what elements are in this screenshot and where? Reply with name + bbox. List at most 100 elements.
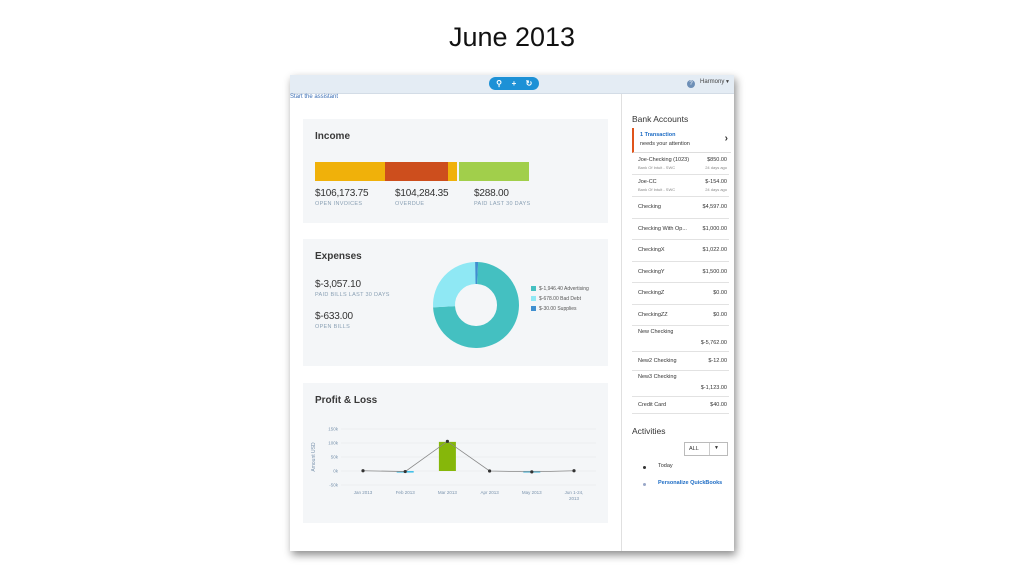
account-balance: $1,500.00 (702, 269, 727, 275)
bank-account-row[interactable]: Checking $4,597.00 (632, 196, 729, 219)
legend-bad-debt-label: $-678.00 Bad Debt (539, 296, 581, 302)
account-updated: 24 days ago (705, 187, 727, 192)
account-balance: $-12.00 (708, 358, 727, 364)
y-axis-label: Amount USD (311, 442, 317, 472)
account-name: Joe-Checking (1023) (638, 157, 690, 163)
pl-point[interactable] (445, 439, 449, 443)
donut-slice[interactable] (433, 262, 519, 348)
expenses-donut-chart[interactable] (431, 260, 521, 350)
account-name: New2 Checking (638, 358, 677, 364)
legend-swatch-supplies (531, 306, 536, 312)
action-pill: ⚲ + ↻ (489, 77, 539, 90)
attention-message: needs your attention (640, 141, 690, 147)
bank-account-row[interactable]: New Checking $-5,762.00 (632, 325, 729, 352)
income-bar-segment[interactable] (315, 162, 385, 181)
x-tick-label: May 2013 (522, 490, 542, 495)
paid-bills-amount[interactable]: $-3,057.10 (315, 279, 361, 290)
legend-swatch-bad-debt (531, 296, 536, 302)
chevron-right-icon[interactable]: › (724, 133, 728, 144)
account-balance: $4,597.00 (702, 204, 727, 210)
account-name: New3 Checking (638, 374, 677, 380)
right-panel: Bank Accounts 1 Transaction needs your a… (621, 94, 734, 551)
activity-today: Today (658, 463, 673, 469)
bank-account-row[interactable]: Checking With Op... $1,000.00 (632, 218, 729, 240)
pl-point[interactable] (572, 469, 576, 473)
profit-loss-card: Profit & Loss Amount USD 150k 100k 50k 0k -50… (303, 383, 608, 523)
account-balance: $-5,762.00 (700, 340, 727, 346)
account-balance: $0.00 (713, 312, 727, 318)
pl-point[interactable] (488, 469, 492, 473)
account-name: New Checking (638, 329, 674, 335)
search-icon[interactable]: ⚲ (496, 79, 502, 88)
income-bar-segment[interactable] (459, 162, 529, 181)
income-bar[interactable] (315, 162, 548, 181)
x-tick-label: Apr 2013 (480, 490, 499, 495)
history-icon[interactable]: ↻ (525, 79, 533, 88)
account-name: CheckingY (638, 269, 665, 275)
account-balance: $1,000.00 (702, 226, 727, 232)
legend-bad-debt[interactable]: $-678.00 Bad Debt (531, 296, 581, 302)
pl-point[interactable] (361, 469, 365, 473)
profit-loss-title: Profit & Loss (315, 395, 378, 406)
income-card: Income $106,173.75 OPEN INVOICES $104,28… (303, 119, 608, 223)
pl-bar[interactable] (438, 441, 456, 471)
income-title: Income (315, 131, 351, 142)
bank-account-row[interactable]: CheckingY $1,500.00 (632, 261, 729, 283)
user-menu[interactable]: Harmony (700, 79, 725, 85)
account-name: CheckingZZ (638, 312, 668, 318)
y-tick-label: -50k (329, 483, 339, 488)
pl-line (362, 440, 575, 473)
x-tick-label: Mar 2013 (438, 490, 458, 495)
open-invoices-amount[interactable]: $106,173.75 (315, 188, 369, 199)
bank-account-row[interactable]: Credit Card $40.00 (632, 396, 729, 414)
bank-account-row[interactable]: CheckingX $1,022.00 (632, 239, 729, 262)
x-tick-label: Feb 2013 (396, 490, 416, 495)
open-invoices-label: OPEN INVOICES (315, 201, 363, 207)
bank-accounts-title: Bank Accounts (632, 114, 689, 124)
donut-slice[interactable] (433, 262, 477, 308)
pl-point[interactable] (403, 469, 407, 474)
legend-swatch-advertising (531, 286, 536, 292)
help-icon[interactable]: ? (687, 80, 695, 88)
activity-personalize-link[interactable]: Personalize QuickBooks (658, 480, 723, 486)
bank-account-row[interactable]: Bank Of Intuit - SWC 24 days ago Joe-CC $-1… (632, 175, 729, 197)
x-tick-label: Jun 1-24, (565, 490, 584, 495)
account-name: Credit Card (638, 402, 667, 408)
plus-icon[interactable]: + (511, 79, 517, 88)
y-tick-label: 150k (328, 427, 339, 432)
y-tick-label: 50k (331, 455, 339, 460)
legend-supplies[interactable]: $-30.00 Supplies (531, 306, 577, 312)
x-tick-label: 2013 (569, 496, 580, 501)
paid-amount[interactable]: $288.00 (474, 188, 509, 199)
profit-loss-chart[interactable]: Amount USD 150k 100k 50k 0k -50k Jan 2013 Feb 2… (311, 419, 601, 519)
pl-point[interactable] (530, 470, 534, 474)
bank-account-row[interactable]: CheckingZZ $0.00 (632, 304, 729, 326)
open-bills-amount[interactable]: $-633.00 (315, 311, 353, 322)
attention-notice[interactable]: 1 Transaction needs your attention › (632, 128, 731, 153)
income-bar-segment[interactable] (385, 162, 448, 181)
account-name: CheckingX (638, 247, 665, 253)
account-name: Joe-CC (638, 179, 657, 185)
start-assistant-link[interactable]: Start the assistant (290, 94, 339, 100)
activities-filter-select[interactable]: ALL ▼ (684, 442, 728, 456)
account-name: Checking With Op... (638, 226, 687, 232)
account-balance: $40.00 (710, 402, 727, 408)
account-balance: $1,022.00 (702, 247, 727, 253)
legend-advertising-label: $-1,946.40 Advertising (539, 286, 589, 292)
bank-account-row[interactable]: New2 Checking $-12.00 (632, 351, 729, 371)
bank-account-row[interactable]: Bank Of Intuit - SWC 24 days ago Joe-Check… (632, 153, 729, 175)
activities-filter-value: ALL (689, 446, 699, 452)
legend-advertising[interactable]: $-1,946.40 Advertising (531, 286, 589, 292)
quickbooks-window: ⚲ + ↻ ? Harmony ▼ Start the assistant In… (290, 75, 734, 551)
x-tick-label: Jan 2013 (354, 490, 373, 495)
overdue-amount[interactable]: $104,284.35 (395, 188, 449, 199)
slide-title: June 2013 (448, 22, 576, 52)
chevron-down-icon[interactable]: ▼ (725, 79, 730, 85)
account-balance: $850.00 (707, 157, 727, 163)
attention-count[interactable]: 1 Transaction (640, 132, 676, 138)
income-bar-segment[interactable] (448, 162, 457, 181)
bank-account-row[interactable]: New3 Checking $-1,123.00 (632, 370, 729, 397)
activities-title: Activities (632, 426, 666, 436)
bank-account-row[interactable]: CheckingZ $0.00 (632, 282, 729, 305)
account-balance: $-1,123.00 (700, 385, 727, 391)
